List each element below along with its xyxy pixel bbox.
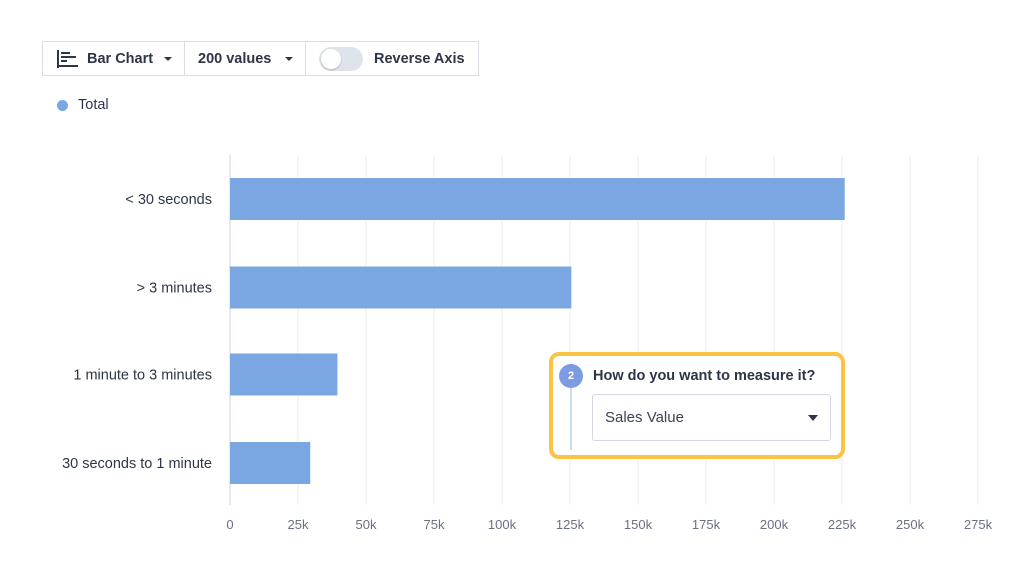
x-tick-label: 275k bbox=[964, 517, 993, 532]
category-label: 30 seconds to 1 minute bbox=[62, 456, 212, 472]
toggle-knob bbox=[321, 48, 341, 69]
step-number-badge: 2 bbox=[559, 364, 583, 388]
bar bbox=[230, 353, 338, 396]
x-tick-label: 250k bbox=[896, 517, 925, 532]
chart-legend: Total bbox=[57, 97, 109, 113]
x-tick-label: 100k bbox=[488, 517, 517, 532]
bar-chart-icon bbox=[57, 49, 78, 68]
x-tick-label: 150k bbox=[624, 517, 653, 532]
values-count-label: 200 values bbox=[198, 50, 272, 67]
chart-type-dropdown[interactable]: Bar Chart bbox=[42, 41, 185, 76]
caret-down-icon bbox=[808, 414, 818, 421]
x-tick-label: 225k bbox=[828, 517, 857, 532]
values-count-dropdown[interactable]: 200 values bbox=[184, 41, 306, 76]
legend-label: Total bbox=[78, 97, 109, 113]
step-connector bbox=[570, 388, 572, 450]
x-tick-label: 50k bbox=[356, 517, 377, 532]
chart-toolbar: Bar Chart 200 values Reverse Axis bbox=[42, 41, 479, 76]
chart-type-label: Bar Chart bbox=[87, 50, 154, 67]
x-tick-label: 25k bbox=[288, 517, 309, 532]
bar bbox=[230, 266, 572, 309]
legend-swatch bbox=[57, 99, 68, 111]
reverse-axis-label: Reverse Axis bbox=[374, 50, 465, 67]
step-question: How do you want to measure it? bbox=[593, 368, 816, 384]
measure-select[interactable]: Sales Value bbox=[592, 394, 831, 441]
x-tick-label: 200k bbox=[760, 517, 789, 532]
reverse-axis-toggle[interactable] bbox=[319, 46, 363, 71]
reverse-axis-control: Reverse Axis bbox=[305, 41, 479, 76]
x-tick-label: 125k bbox=[556, 517, 585, 532]
measure-select-value: Sales Value bbox=[605, 409, 684, 426]
bar bbox=[230, 178, 845, 220]
chevron-down-icon bbox=[164, 56, 172, 61]
x-tick-label: 75k bbox=[424, 517, 445, 532]
x-tick-label: 0 bbox=[226, 517, 233, 532]
category-label: > 3 minutes bbox=[137, 281, 212, 297]
category-label: 1 minute to 3 minutes bbox=[73, 368, 212, 384]
x-tick-label: 175k bbox=[692, 517, 721, 532]
category-label: < 30 seconds bbox=[125, 192, 212, 208]
chevron-down-icon bbox=[285, 56, 293, 61]
measure-step-card: 2 How do you want to measure it? Sales V… bbox=[549, 352, 845, 459]
bar bbox=[230, 442, 311, 484]
